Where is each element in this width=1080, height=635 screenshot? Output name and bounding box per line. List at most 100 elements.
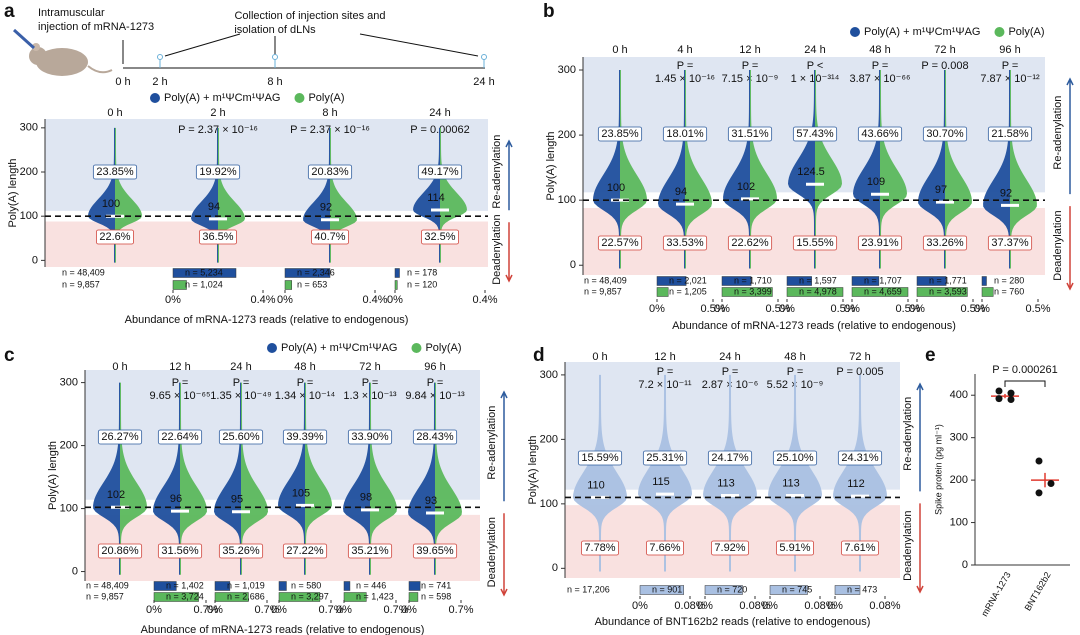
up-arrow	[505, 139, 513, 211]
violin-half	[620, 70, 647, 269]
readenylation-box	[857, 126, 903, 142]
category-label: 48 h	[784, 351, 805, 363]
timeline-label: 2 h	[152, 76, 167, 88]
n-label: n = 120	[407, 279, 437, 289]
n-label: n = 9,857	[584, 286, 622, 296]
readenylation-label: 24.17%	[711, 452, 749, 464]
median-label: 100	[102, 198, 120, 210]
readenylation-label: 33.90%	[351, 431, 389, 443]
abundance-tick-label: 0.5%	[700, 303, 725, 315]
deadenylation-box	[775, 540, 815, 556]
abundance-tick-label: 0.08%	[674, 600, 705, 612]
readenylation-box	[97, 429, 143, 445]
schematic-text: isolation of dLNs	[234, 24, 316, 36]
deadenylation-label: 32.5%	[424, 231, 455, 243]
median-label: 96	[170, 493, 182, 505]
side-label: Re-adenylation	[902, 397, 914, 471]
readenylation-box	[307, 164, 353, 180]
abundance-axis-label: Abundance of mRNA-1273 reads (relative t…	[141, 624, 425, 635]
median-label: 95	[231, 494, 243, 506]
violin-half	[665, 374, 692, 572]
abundance-bar	[172, 280, 187, 290]
violin-half	[853, 70, 880, 269]
abundance-bar	[278, 581, 287, 591]
abundance-tick-label: 0%	[146, 604, 162, 616]
n-label: n = 901	[652, 584, 682, 594]
readenylation-box	[92, 164, 138, 180]
readenylation-label: 23.85%	[96, 166, 134, 178]
down-arrow	[500, 513, 508, 597]
timeline-label: 8 h	[267, 76, 282, 88]
abundance-tick-label: 0%	[762, 600, 778, 612]
up-arrow	[500, 390, 508, 502]
abundance-tick-label: 0.7%	[318, 604, 343, 616]
violin-half	[600, 374, 627, 572]
p-value: P = 0.005	[836, 366, 883, 378]
legend-label: Poly(A)	[308, 92, 344, 104]
y-tick-label: 100	[20, 210, 38, 222]
timeline-marker	[481, 54, 487, 60]
violin-half	[573, 374, 600, 572]
n-label: n = 1,205	[669, 286, 707, 296]
mouse-icon	[12, 28, 113, 76]
violin-half	[214, 382, 241, 575]
violin-half	[638, 374, 665, 572]
timeline-marker	[157, 54, 163, 60]
panel-letter: c	[4, 345, 15, 366]
abundance-bar	[284, 268, 331, 278]
violin-half	[1010, 70, 1037, 269]
readenylation-box	[707, 450, 753, 466]
violin-half	[88, 127, 115, 263]
violin-half	[120, 382, 147, 575]
data-point	[1035, 489, 1043, 497]
abundance-tick-label: 0%	[844, 303, 860, 315]
readenylation-box	[792, 126, 838, 142]
abundance-tick-label: 0.5%	[960, 303, 985, 315]
n-label: n = 4,659	[864, 286, 902, 296]
violin-half	[343, 382, 370, 575]
abundance-bar	[394, 268, 400, 278]
schematic-text: Intramuscular	[38, 7, 105, 19]
n-label: n = 1,019	[227, 580, 265, 590]
median-label: 124.5	[797, 166, 825, 178]
violin-half	[115, 127, 142, 263]
abundance-tick-label: 0.5%	[895, 303, 920, 315]
deadenylation-box	[420, 229, 460, 245]
n-label: n = 653	[297, 279, 327, 289]
n-label: n = 741	[421, 580, 451, 590]
p-value: P =	[872, 60, 889, 72]
category-label: 72 h	[359, 361, 380, 373]
p-value: P =	[677, 60, 694, 72]
median-label: 94	[675, 186, 687, 198]
n-label: n = 1,707	[864, 275, 902, 285]
abundance-axis-label: Abundance of mRNA-1273 reads (relative t…	[672, 320, 956, 332]
y-axis-label: Poly(A) length	[47, 441, 59, 510]
deadenylation-label: 7.92%	[714, 542, 745, 554]
deadenylation-label: 20.86%	[101, 545, 139, 557]
category-label: 8 h	[322, 107, 337, 119]
n-label: n = 48,409	[86, 580, 129, 590]
abundance-tick-label: 0.4%	[250, 294, 275, 306]
violin-half	[795, 374, 822, 572]
deadenylation-box	[662, 235, 708, 251]
abundance-tick-label: 0%	[974, 303, 990, 315]
n-label: n = 17,206	[567, 584, 610, 594]
n-label: n = 2,021	[669, 275, 707, 285]
readenylation-box	[218, 429, 264, 445]
deadenylation-box	[840, 540, 880, 556]
deadenylation-box	[857, 235, 903, 251]
n-label: n = 760	[994, 286, 1024, 296]
abundance-tick-label: 0.7%	[383, 604, 408, 616]
abundance-tick-label: 0%	[697, 600, 713, 612]
abundance-tick-label: 0%	[714, 303, 730, 315]
panel-letter: a	[4, 1, 15, 22]
abundance-bar	[343, 581, 351, 591]
median-label: 92	[1000, 187, 1012, 199]
violin-half	[303, 127, 330, 263]
readenylation-box	[922, 126, 968, 142]
n-label: n = 1,771	[929, 275, 967, 285]
y-tick-label: 0	[962, 559, 968, 571]
n-label: n = 280	[994, 275, 1024, 285]
deadenylation-label: 35.21%	[351, 545, 389, 557]
